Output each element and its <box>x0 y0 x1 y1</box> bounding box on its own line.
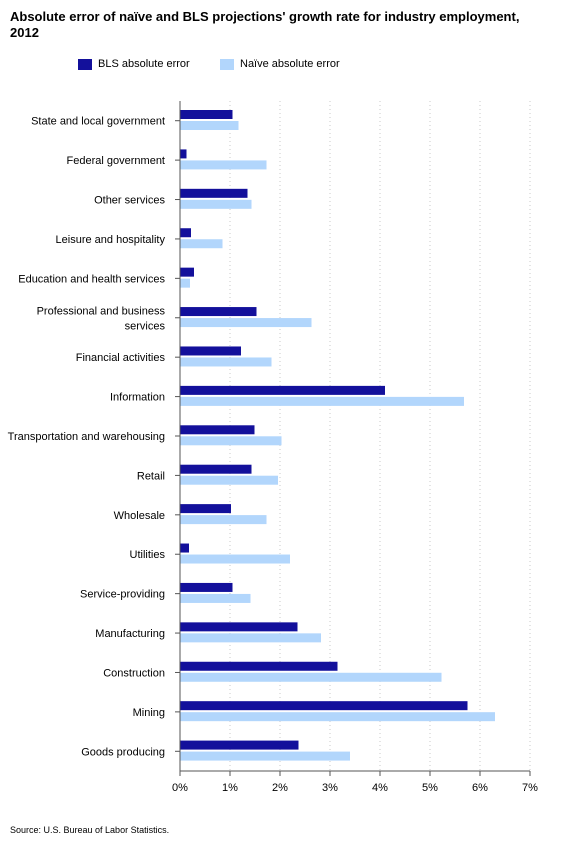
bar-bls <box>180 543 189 553</box>
bar-bls <box>180 661 338 671</box>
category-label: Other services <box>94 195 165 207</box>
bar-naive <box>180 554 290 564</box>
legend-swatch-bls <box>78 58 92 70</box>
x-tick-label: 0% <box>172 782 188 794</box>
category-label: Manufacturing <box>95 628 165 640</box>
bar-naive <box>180 396 464 406</box>
category-label: Utilities <box>130 549 166 561</box>
x-tick-label: 2% <box>272 782 288 794</box>
legend-swatch-naive <box>220 58 234 70</box>
category-label: Education and health services <box>18 273 165 285</box>
legend-item-bls[interactable]: BLS absolute error <box>78 58 190 70</box>
bar-bls <box>180 425 255 435</box>
source-note: Source: U.S. Bureau of Labor Statistics. <box>10 825 170 835</box>
category-label: Transportation and warehousing <box>8 431 165 443</box>
bar-bls <box>180 228 191 238</box>
bar-naive <box>180 751 350 761</box>
bar-naive <box>180 515 267 525</box>
category-label: Service-providing <box>80 589 165 601</box>
bar-naive <box>180 475 278 485</box>
bar-bls <box>180 188 248 198</box>
bar-naive <box>180 121 239 130</box>
category-label: Mining <box>133 707 165 719</box>
x-tick-label: 7% <box>522 782 538 794</box>
legend-label-bls: BLS absolute error <box>98 58 190 71</box>
bar-naive <box>180 199 252 209</box>
x-tick-label: 3% <box>322 782 338 794</box>
bar-naive <box>180 160 267 170</box>
bar-bls <box>180 740 299 750</box>
bar-bls <box>180 622 298 632</box>
bar-bls <box>180 346 241 356</box>
chart-plot: State and local government Federal govern… <box>8 101 538 794</box>
bar-naive <box>180 357 272 367</box>
bar-naive <box>180 633 321 643</box>
x-tick-label: 5% <box>422 782 438 794</box>
bar-naive <box>180 593 251 603</box>
bar-bls <box>180 582 233 592</box>
bar-bls <box>180 149 187 159</box>
bar-bls <box>180 504 231 514</box>
bar-bls <box>180 307 257 317</box>
x-tick-label: 4% <box>372 782 388 794</box>
legend-item-naive[interactable]: Naïve absolute error <box>220 58 340 70</box>
category-label: Professional and business services <box>37 305 166 332</box>
bar-bls <box>180 110 233 119</box>
category-label: State and local government <box>31 116 165 128</box>
bar-naive <box>180 436 282 446</box>
bar-naive <box>180 278 190 288</box>
bar-bls <box>180 701 468 711</box>
category-label: Goods producing <box>81 746 165 758</box>
category-label: Wholesale <box>114 510 165 522</box>
category-label: Construction <box>103 667 165 679</box>
bar-naive <box>180 672 442 682</box>
category-label: Federal government <box>67 155 165 167</box>
bar-naive <box>180 239 223 249</box>
chart-title: Absolute error of naïve and BLS projecti… <box>10 9 520 40</box>
x-tick-label: 6% <box>472 782 488 794</box>
bar-naive <box>180 318 312 328</box>
bar-bls <box>180 385 385 395</box>
category-label: Financial activities <box>76 352 166 364</box>
bar-naive <box>180 712 495 722</box>
bar-bls <box>180 267 194 277</box>
category-label: Retail <box>137 470 165 482</box>
category-label: Leisure and hospitality <box>56 234 166 246</box>
x-tick-label: 1% <box>222 782 238 794</box>
legend-label-naive: Naïve absolute error <box>240 58 340 71</box>
bar-bls <box>180 464 252 474</box>
category-label: Information <box>110 392 165 404</box>
